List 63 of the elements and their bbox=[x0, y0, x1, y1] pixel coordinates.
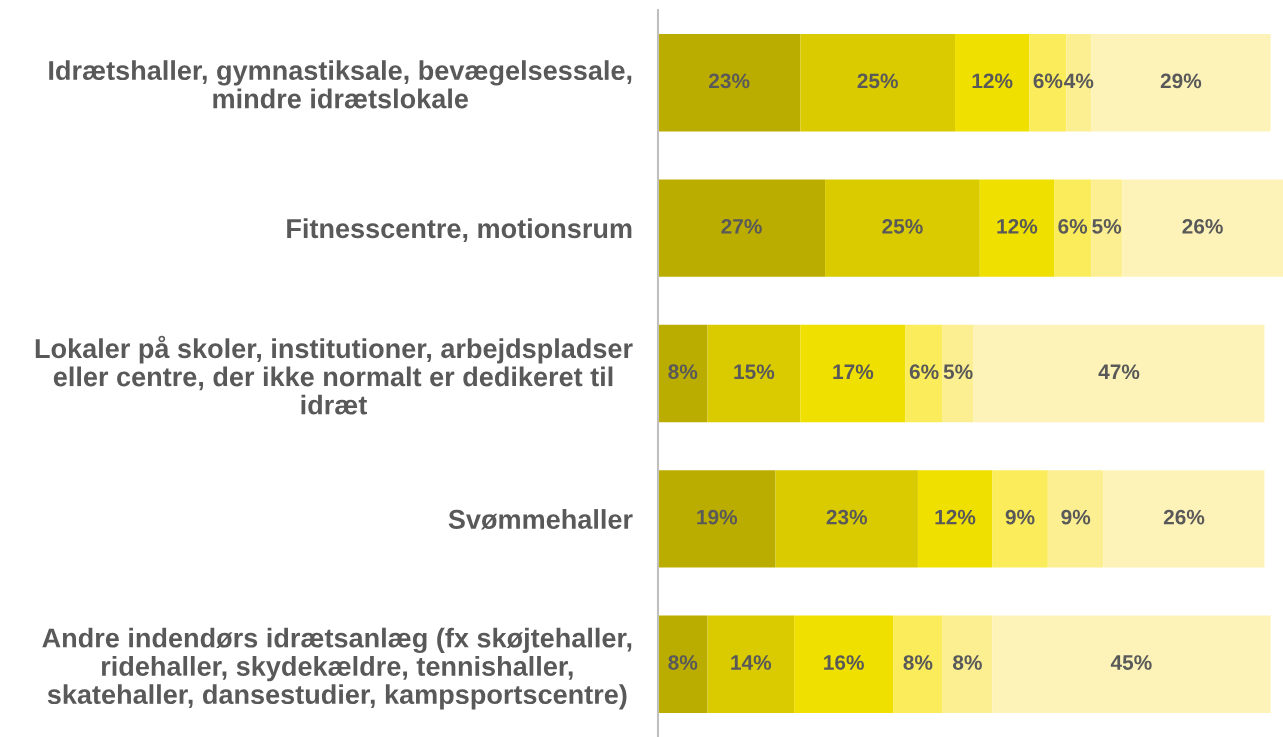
bar bbox=[658, 33, 801, 132]
y-tick-label: Svømmehaller bbox=[448, 509, 633, 530]
bar bbox=[1103, 470, 1265, 568]
bar bbox=[658, 179, 826, 277]
data-label: 47% bbox=[1098, 364, 1140, 380]
bar bbox=[893, 615, 943, 714]
bar bbox=[973, 324, 1265, 423]
data-label: 8% bbox=[668, 364, 698, 380]
bar bbox=[658, 470, 776, 568]
y-tick-label: Lokaler på skoler, institutioner, arbejdspladser eller centre, der ikke normalt er dedikeret til idræt bbox=[35, 335, 633, 415]
bar bbox=[1122, 179, 1283, 277]
bar bbox=[955, 33, 1030, 132]
data-label: 19% bbox=[697, 509, 738, 525]
data-label: 12% bbox=[972, 73, 1013, 89]
data-label: 9% bbox=[1061, 509, 1091, 525]
y-tick-label: Fitnesscentre, motionsrum bbox=[287, 218, 632, 243]
data-label: 25% bbox=[882, 218, 923, 234]
data-label: 8% bbox=[903, 655, 933, 670]
data-label: 9% bbox=[1005, 509, 1035, 525]
bar bbox=[707, 615, 795, 714]
bar bbox=[800, 324, 906, 423]
bar bbox=[905, 324, 943, 423]
bar bbox=[775, 470, 918, 568]
y-tick-label: Andre indendørs idrætsanlæg (fx skøjtehaller, ridehaller, skydekældre, tennishaller, skatehaller, dansestudier, kampsportscentre) bbox=[42, 627, 632, 710]
data-label: 26% bbox=[1163, 509, 1205, 525]
data-label: 26% bbox=[1182, 218, 1223, 234]
data-label: 17% bbox=[833, 364, 874, 380]
bar bbox=[1066, 33, 1092, 132]
bar bbox=[1054, 179, 1092, 277]
bar bbox=[992, 470, 1048, 568]
data-label: 5% bbox=[943, 364, 973, 380]
bar bbox=[979, 179, 1055, 277]
data-label: 45% bbox=[1110, 655, 1152, 670]
data-label: 5% bbox=[1092, 218, 1122, 234]
data-label: 8% bbox=[668, 655, 698, 670]
bar bbox=[942, 324, 974, 423]
bar bbox=[658, 615, 708, 714]
bar bbox=[707, 324, 801, 423]
bar bbox=[800, 33, 956, 132]
data-label: 14% bbox=[731, 655, 772, 670]
bar bbox=[825, 179, 980, 277]
bar bbox=[1047, 470, 1104, 568]
bar bbox=[794, 615, 894, 714]
data-label: 27% bbox=[721, 218, 762, 234]
data-label: 12% bbox=[935, 509, 976, 525]
bar bbox=[1091, 179, 1123, 277]
data-label: 6% bbox=[1058, 218, 1088, 234]
data-label: 23% bbox=[709, 73, 750, 89]
data-label: 12% bbox=[997, 218, 1038, 234]
bar bbox=[917, 470, 993, 568]
data-label: 8% bbox=[953, 655, 982, 670]
bar bbox=[942, 615, 993, 714]
y-tick-label: Idrætshaller, gymnastiksale, bevægelsessale, mindre idrætslokale bbox=[49, 60, 632, 109]
data-label: 6% bbox=[909, 364, 939, 380]
data-label: 23% bbox=[826, 509, 868, 525]
bar bbox=[992, 615, 1271, 714]
data-label: 15% bbox=[734, 364, 775, 380]
data-label: 25% bbox=[857, 73, 898, 89]
data-label: 16% bbox=[824, 655, 864, 670]
data-label: 6% bbox=[1033, 73, 1063, 89]
bar bbox=[658, 324, 708, 423]
data-label: 29% bbox=[1160, 73, 1202, 89]
data-label: 4% bbox=[1064, 73, 1094, 89]
